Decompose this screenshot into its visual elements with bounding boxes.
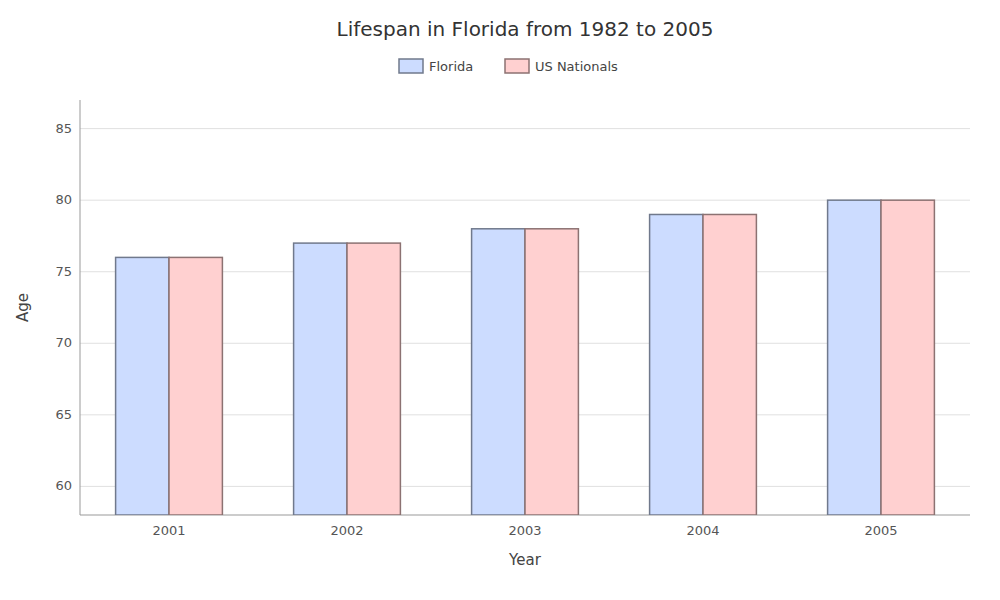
y-tick-label: 60 bbox=[55, 478, 72, 493]
grid-line bbox=[80, 128, 970, 129]
y-tick-label: 65 bbox=[55, 407, 72, 422]
bar bbox=[116, 257, 169, 515]
y-axis-label: Age bbox=[14, 293, 32, 322]
bar bbox=[347, 243, 400, 515]
bar bbox=[169, 257, 222, 515]
chart-title: Lifespan in Florida from 1982 to 2005 bbox=[337, 17, 714, 41]
y-tick-label: 80 bbox=[55, 192, 72, 207]
chart: Lifespan in Florida from 1982 to 2005 60 6… bbox=[0, 0, 1000, 600]
legend-swatch bbox=[505, 59, 529, 73]
bar bbox=[472, 229, 525, 515]
y-tick-label: 70 bbox=[55, 335, 72, 350]
legend-label: Florida bbox=[429, 59, 473, 74]
legend: Florida US Nationals bbox=[399, 59, 618, 74]
x-tick-label: 2003 bbox=[508, 523, 541, 538]
y-axis-line bbox=[80, 100, 81, 515]
x-tick-label: 2004 bbox=[686, 523, 719, 538]
bar bbox=[828, 200, 881, 515]
bars bbox=[116, 200, 935, 515]
bar bbox=[294, 243, 347, 515]
x-axis-label: Year bbox=[508, 551, 542, 569]
y-tick-label: 85 bbox=[55, 121, 72, 136]
legend-swatch bbox=[399, 59, 423, 73]
bar bbox=[650, 214, 703, 515]
bar bbox=[881, 200, 934, 515]
x-tick-label: 2001 bbox=[152, 523, 185, 538]
legend-label: US Nationals bbox=[535, 59, 618, 74]
x-tick-label: 2002 bbox=[330, 523, 363, 538]
y-tick-label: 75 bbox=[55, 264, 72, 279]
bar bbox=[703, 214, 756, 515]
bar bbox=[525, 229, 578, 515]
x-tick-label: 2005 bbox=[864, 523, 897, 538]
